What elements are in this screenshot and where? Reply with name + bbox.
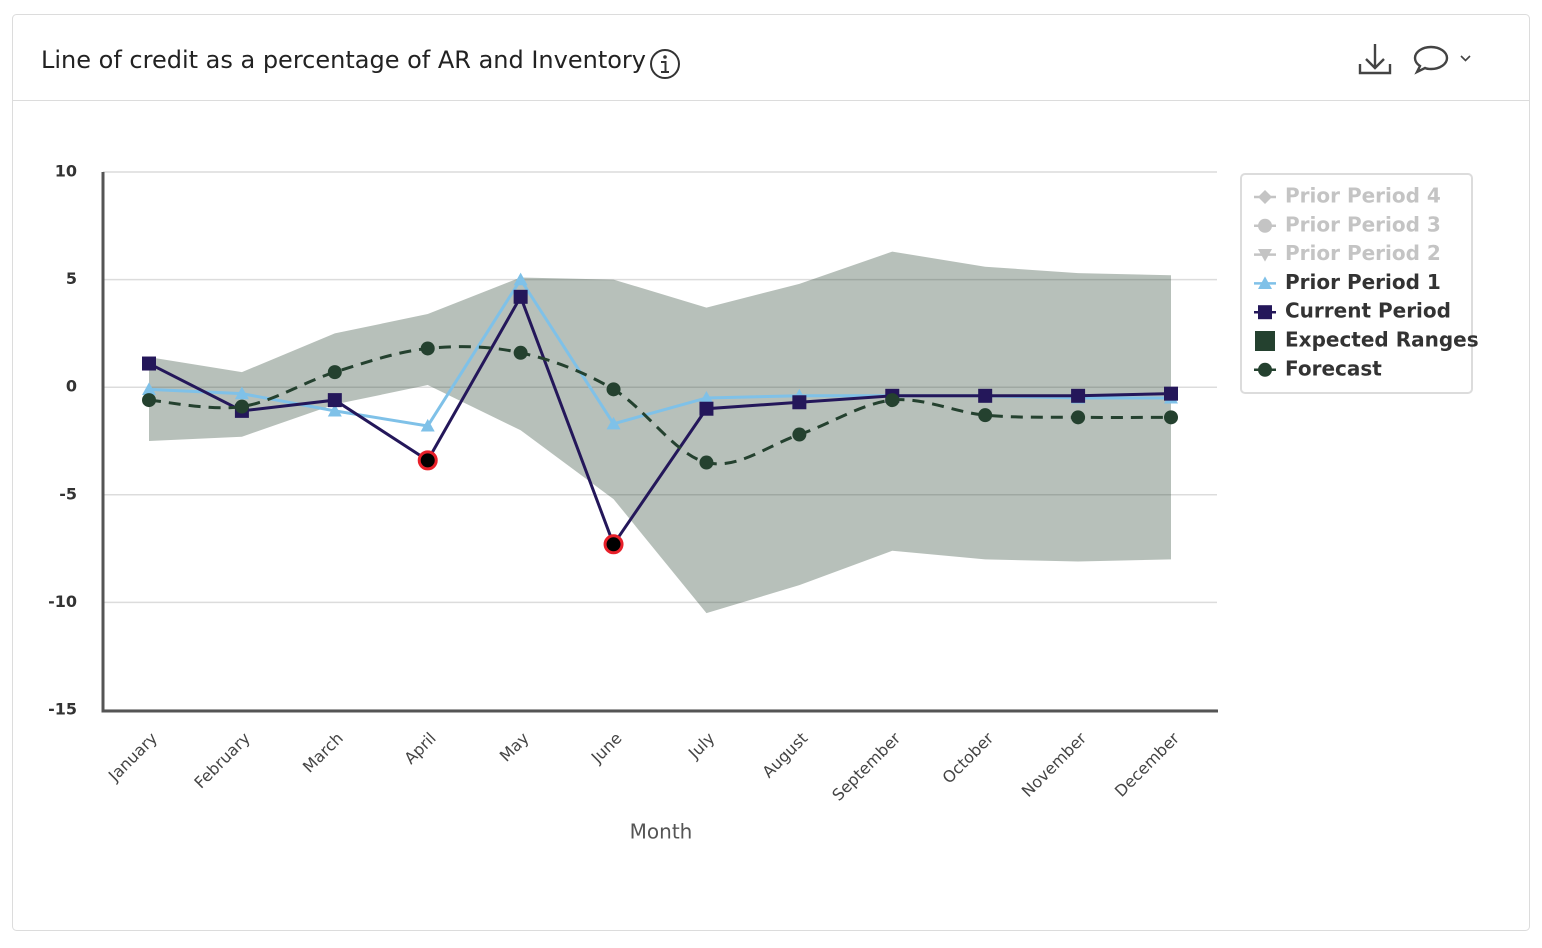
- dropdown-chevron: [1460, 55, 1471, 62]
- circle-marker: [234, 399, 249, 414]
- circle-marker: [1071, 410, 1086, 425]
- outlier-marker: [603, 534, 624, 555]
- outlier-marker: [417, 450, 438, 471]
- circle-marker: [327, 365, 342, 380]
- y-tick-label: -10: [48, 592, 77, 611]
- legend-box: [1240, 173, 1473, 394]
- card-border: [12, 14, 1530, 931]
- triangle-marker: [513, 272, 528, 286]
- triangle-marker: [606, 416, 621, 430]
- circle-marker: [1164, 410, 1178, 425]
- y-tick-label: 10: [55, 162, 77, 181]
- info-circle: [650, 49, 680, 79]
- circle-marker: [885, 393, 900, 408]
- square-marker: [513, 289, 528, 304]
- rect-marker: [1255, 331, 1275, 351]
- circle-marker: [142, 393, 156, 408]
- circle-marker: [513, 345, 528, 360]
- info-icon[interactable]: [650, 49, 680, 79]
- x-axis-label: Month: [630, 820, 693, 844]
- legend-label: Prior Period 4: [1285, 184, 1441, 208]
- circle-marker: [792, 427, 807, 442]
- download-icon[interactable]: [1358, 44, 1392, 75]
- square-marker: [1164, 386, 1178, 401]
- legend-label: Prior Period 1: [1285, 270, 1441, 294]
- comment-icon[interactable]: [1413, 45, 1471, 75]
- triangle-marker: [1258, 276, 1272, 289]
- square-marker: [978, 388, 993, 403]
- legend-label: Expected Ranges: [1285, 328, 1479, 352]
- square-marker: [1258, 305, 1272, 320]
- square-marker: [327, 393, 342, 408]
- square-marker: [1071, 388, 1086, 403]
- triangle-marker: [699, 390, 714, 404]
- series-line: [148, 345, 1172, 466]
- legend-label: Current Period: [1285, 299, 1451, 323]
- info-stem: [661, 61, 669, 73]
- legend-label: Prior Period 3: [1285, 212, 1441, 236]
- download-glyph: [1358, 44, 1392, 75]
- circle-marker: [606, 382, 621, 397]
- y-tick-label: 5: [66, 269, 77, 288]
- info-dot: [663, 55, 667, 59]
- triangle-marker: [1258, 249, 1272, 262]
- triangle-marker: [327, 403, 342, 417]
- expected-range-area: [149, 251, 1171, 614]
- circle-marker: [978, 408, 993, 423]
- y-tick-label: -15: [48, 700, 77, 719]
- y-tick-label: -5: [59, 484, 77, 503]
- chart-title: Line of credit as a percentage of AR and…: [41, 46, 646, 74]
- diamond-marker: [1258, 190, 1272, 204]
- square-marker: [142, 356, 156, 371]
- square-marker: [792, 395, 807, 410]
- square-marker: [699, 401, 714, 416]
- circle-marker: [1258, 218, 1272, 233]
- triangle-marker: [420, 418, 435, 432]
- triangle-marker: [142, 382, 156, 395]
- circle-marker: [420, 341, 435, 356]
- triangle-marker: [234, 386, 249, 400]
- legend-label: Prior Period 2: [1285, 241, 1441, 265]
- circle-marker: [699, 455, 714, 470]
- y-tick-label: 0: [66, 377, 77, 396]
- legend-label: Forecast: [1285, 356, 1382, 380]
- comment-glyph: [1413, 45, 1449, 75]
- series-line: [148, 293, 1172, 548]
- circle-marker: [1258, 362, 1272, 377]
